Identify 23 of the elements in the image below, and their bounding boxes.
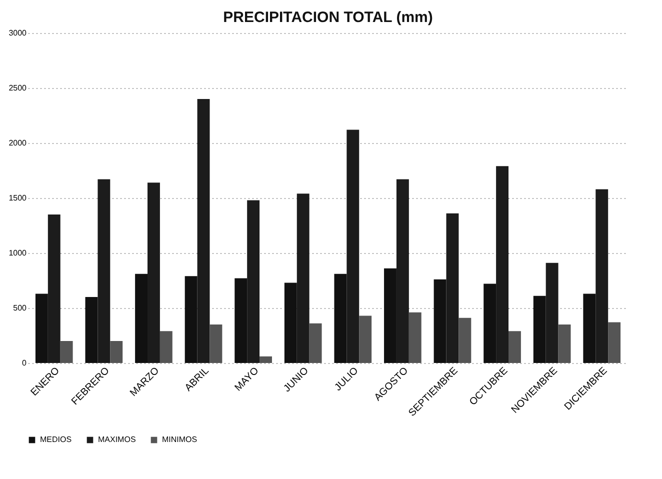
bar <box>309 323 322 363</box>
y-tick-label: 1000 <box>8 248 28 258</box>
bar <box>359 316 372 363</box>
bar <box>408 312 422 363</box>
y-tick-label: 1500 <box>8 194 28 202</box>
y-tick-label: 500 <box>13 304 28 312</box>
y-tick-label: 2000 <box>8 138 28 148</box>
bar <box>60 341 73 363</box>
bar <box>260 356 272 363</box>
bar <box>558 324 571 363</box>
y-tick-label: 2500 <box>8 84 28 92</box>
bar <box>210 324 222 363</box>
legend-label: MEDIOS <box>40 435 72 444</box>
chart-title: PRECIPITACION TOTAL (mm) <box>223 9 433 26</box>
y-tick-label: 3000 <box>8 28 28 38</box>
bar <box>110 341 123 363</box>
legend-label: MAXIMOS <box>98 435 136 444</box>
y-tick-label: 0 <box>22 358 28 368</box>
bar <box>160 331 172 363</box>
bar <box>458 318 472 363</box>
bar <box>608 322 621 363</box>
legend-label: MINIMOS <box>162 435 198 444</box>
bar <box>508 331 521 363</box>
